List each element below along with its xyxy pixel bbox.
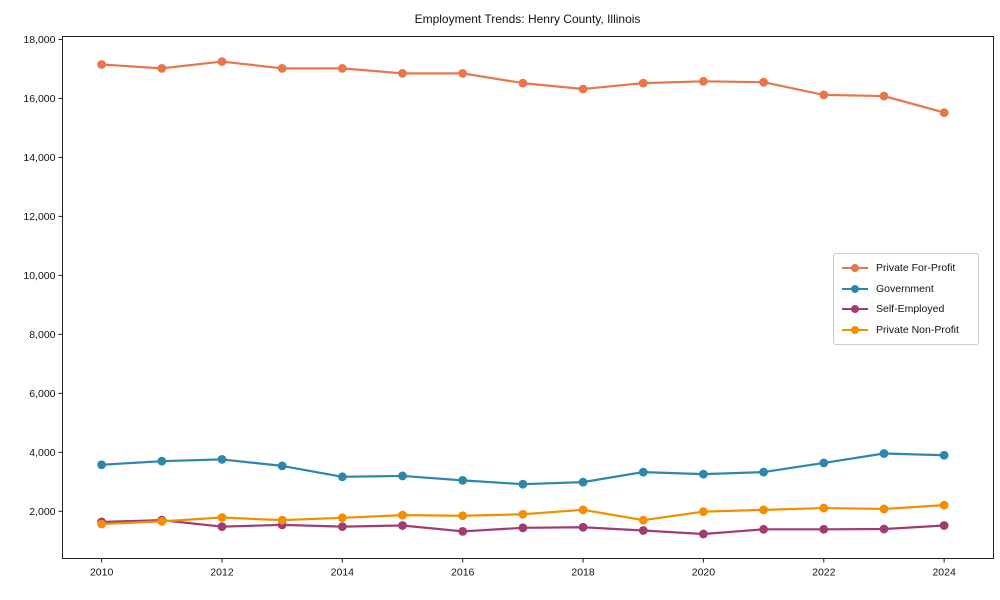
data-point-government bbox=[217, 455, 227, 464]
legend-label: Self-Employed bbox=[876, 303, 945, 316]
data-point-self-employed bbox=[398, 521, 407, 530]
y-tick-label: 10,000 bbox=[23, 270, 55, 282]
legend-line-marker-icon bbox=[842, 325, 868, 334]
x-tick-label: 2016 bbox=[451, 567, 475, 579]
data-point-self-employed bbox=[879, 524, 889, 534]
x-tick-label: 2014 bbox=[331, 567, 355, 579]
legend-label: Private For-Profit bbox=[876, 262, 956, 275]
data-point-self-employed bbox=[458, 526, 468, 536]
legend-item-private-for-profit: Private For-Profit bbox=[842, 262, 970, 274]
data-point-private-for-profit bbox=[699, 76, 708, 86]
data-point-private-non-profit bbox=[97, 519, 107, 529]
data-point-private-for-profit bbox=[638, 78, 648, 88]
data-point-private-non-profit bbox=[398, 510, 407, 520]
data-point-private-for-profit bbox=[518, 78, 528, 88]
data-point-self-employed bbox=[578, 522, 588, 532]
data-point-private-non-profit bbox=[578, 505, 588, 515]
data-point-self-employed bbox=[337, 522, 347, 532]
y-tick-label: 4,000 bbox=[29, 447, 55, 459]
data-point-government bbox=[458, 475, 468, 485]
data-point-private-non-profit bbox=[759, 505, 769, 515]
data-point-private-for-profit bbox=[157, 63, 167, 73]
data-point-self-employed bbox=[939, 521, 949, 530]
legend-line-marker-icon bbox=[842, 264, 868, 273]
series-line-government bbox=[100, 452, 946, 486]
data-point-private-for-profit bbox=[458, 68, 468, 78]
data-point-government bbox=[518, 479, 528, 489]
legend-label: Government bbox=[876, 282, 934, 295]
data-point-government bbox=[337, 472, 347, 482]
legend-line-marker-icon bbox=[842, 284, 868, 293]
data-point-private-non-profit bbox=[939, 500, 949, 510]
data-point-government bbox=[398, 471, 407, 481]
data-point-private-for-profit bbox=[879, 91, 889, 101]
y-tick-label: 16,000 bbox=[23, 93, 55, 105]
data-point-government bbox=[819, 458, 829, 468]
legend-item-private-non-profit: Private Non-Profit bbox=[842, 324, 970, 336]
x-tick-label: 2012 bbox=[210, 567, 234, 579]
data-point-private-for-profit bbox=[277, 63, 287, 73]
x-tick-label: 2024 bbox=[932, 567, 956, 579]
data-point-government bbox=[578, 477, 588, 487]
axes-spines bbox=[62, 36, 994, 559]
data-point-private-for-profit bbox=[97, 60, 107, 69]
data-point-self-employed bbox=[759, 524, 769, 534]
data-point-private-non-profit bbox=[879, 504, 889, 514]
data-point-self-employed bbox=[518, 523, 528, 533]
legend-item-self-employed: Self-Employed bbox=[842, 303, 970, 315]
x-tick-label: 2020 bbox=[692, 567, 716, 579]
data-point-private-for-profit bbox=[819, 90, 829, 100]
legend-item-government: Government bbox=[842, 283, 970, 295]
x-tick-label: 2018 bbox=[571, 567, 595, 579]
data-point-private-for-profit bbox=[337, 63, 347, 73]
x-tick-label: 2022 bbox=[812, 567, 836, 579]
legend-line-marker-icon bbox=[842, 305, 868, 314]
data-point-government bbox=[157, 456, 167, 466]
data-point-private-non-profit bbox=[458, 511, 468, 521]
y-tick-label: 18,000 bbox=[23, 34, 55, 46]
data-point-private-non-profit bbox=[819, 503, 829, 513]
data-point-private-for-profit bbox=[759, 77, 769, 87]
data-point-private-non-profit bbox=[157, 516, 167, 526]
data-point-private-for-profit bbox=[398, 68, 407, 78]
data-point-private-non-profit bbox=[518, 509, 528, 519]
data-point-government bbox=[277, 461, 287, 471]
data-point-government bbox=[759, 467, 769, 477]
data-point-private-non-profit bbox=[277, 515, 287, 525]
data-point-government bbox=[638, 467, 648, 477]
y-tick-label: 2,000 bbox=[29, 506, 55, 518]
data-point-government bbox=[699, 469, 708, 479]
y-tick-label: 14,000 bbox=[23, 152, 55, 164]
y-tick-label: 12,000 bbox=[23, 211, 55, 223]
data-point-private-non-profit bbox=[699, 507, 708, 517]
data-point-self-employed bbox=[217, 522, 227, 532]
chart-title: Employment Trends: Henry County, Illinoi… bbox=[414, 12, 641, 26]
legend: Private For-Profit Government Self-Employe… bbox=[833, 253, 979, 345]
x-tick-label: 2010 bbox=[90, 567, 114, 579]
data-point-self-employed bbox=[638, 526, 648, 535]
y-tick-label: 8,000 bbox=[29, 329, 55, 341]
data-point-government bbox=[97, 460, 107, 470]
data-point-government bbox=[939, 450, 949, 460]
data-point-private-for-profit bbox=[578, 84, 588, 94]
legend-label: Private Non-Profit bbox=[876, 323, 959, 336]
data-point-self-employed bbox=[699, 529, 708, 539]
data-point-self-employed bbox=[819, 524, 829, 534]
data-point-private-non-profit bbox=[337, 513, 347, 523]
data-point-government bbox=[879, 449, 889, 458]
data-point-private-non-profit bbox=[638, 515, 648, 525]
data-point-private-for-profit bbox=[939, 108, 949, 117]
data-point-private-non-profit bbox=[217, 513, 227, 522]
y-tick-label: 6,000 bbox=[29, 388, 55, 400]
data-point-private-for-profit bbox=[217, 57, 227, 66]
